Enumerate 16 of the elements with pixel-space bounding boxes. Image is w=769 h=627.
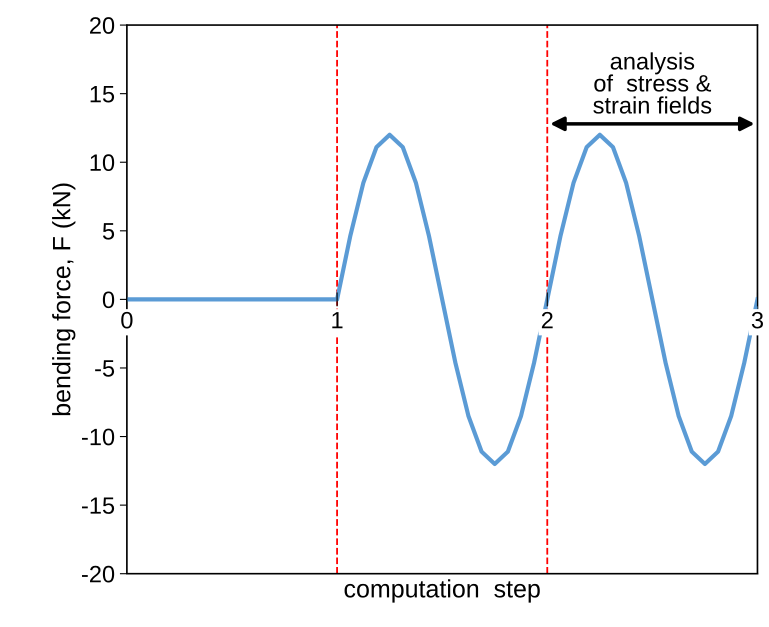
y-tick-label: 5 <box>102 223 114 240</box>
y-tick-label: 20 <box>90 17 114 34</box>
y-tick-label: 10 <box>90 154 114 172</box>
y-tick-label: 0 <box>102 291 114 308</box>
x-tick-label: 3 <box>752 312 763 329</box>
y-tick-label: -5 <box>95 360 114 377</box>
y-tick-label: -10 <box>82 428 114 446</box>
y-axis-title: bending force, F (kN) <box>52 184 76 416</box>
x-tick-label: 0 <box>121 312 133 329</box>
annotation: analysis of stress & strain fields <box>593 52 712 114</box>
y-tick-label: -20 <box>82 566 114 582</box>
x-axis-title: computation step <box>344 579 540 603</box>
x-tick-label: 1 <box>332 312 342 328</box>
x-tick-label: 2 <box>542 312 553 328</box>
y-tick-label: 15 <box>90 86 114 102</box>
y-tick-label: -15 <box>82 497 114 514</box>
